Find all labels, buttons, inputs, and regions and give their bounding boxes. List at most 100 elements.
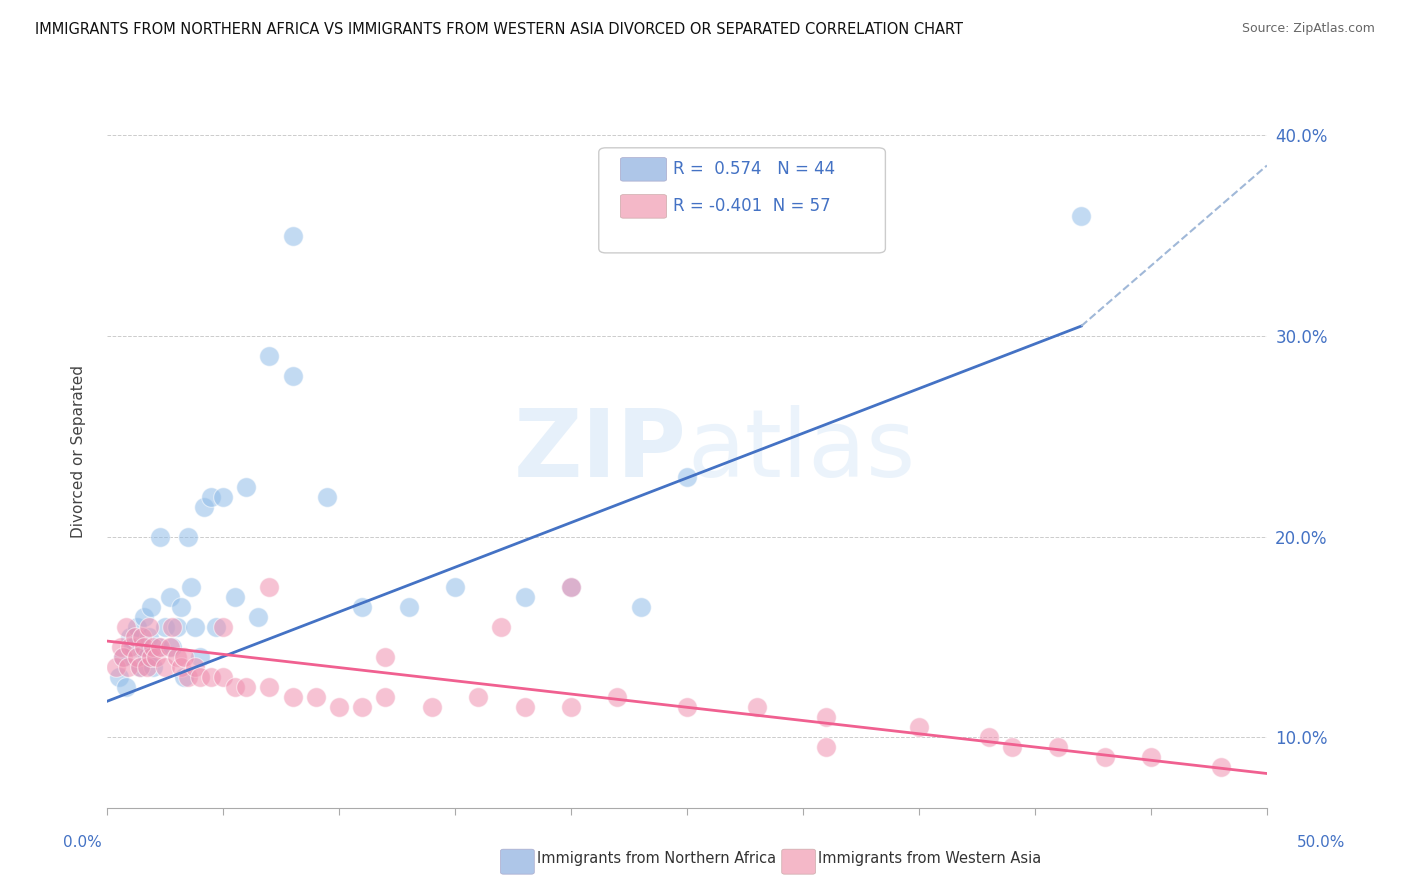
Point (212, 670, 235, 684)
Point (170, 660, 193, 674)
Point (114, 680, 136, 694)
Point (513, 590, 536, 604)
Point (134, 640, 156, 654)
Point (112, 650, 135, 665)
Point (170, 599, 193, 614)
Point (1047, 740, 1070, 755)
Point (135, 660, 157, 674)
Point (188, 650, 211, 665)
Point (398, 599, 420, 614)
Point (127, 620, 149, 634)
Point (560, 700, 582, 714)
Point (112, 650, 135, 665)
Point (141, 599, 163, 614)
Point (117, 660, 139, 674)
Point (153, 660, 176, 674)
Point (110, 640, 132, 654)
Point (184, 660, 207, 674)
Point (212, 490, 235, 504)
Point (160, 640, 183, 654)
Text: ZIP: ZIP (515, 406, 688, 498)
Point (105, 660, 128, 674)
Point (200, 670, 222, 684)
Point (467, 690, 489, 705)
Point (630, 599, 652, 614)
Point (259, 580, 281, 594)
Point (160, 620, 183, 634)
Text: Immigrants from Western Asia: Immigrants from Western Asia (818, 851, 1042, 865)
Point (193, 500, 215, 514)
Point (259, 349, 281, 363)
Point (149, 530, 172, 544)
Point (205, 620, 228, 634)
Point (224, 590, 246, 604)
Point (281, 228, 304, 243)
Point (1094, 750, 1116, 764)
Point (235, 680, 257, 694)
Y-axis label: Divorced or Separated: Divorced or Separated (72, 365, 86, 538)
Point (1209, 760, 1232, 774)
Point (120, 640, 142, 654)
Point (142, 640, 165, 654)
Text: Immigrants from Northern Africa: Immigrants from Northern Africa (537, 851, 776, 865)
Point (120, 630, 142, 644)
Point (908, 720, 931, 734)
Point (374, 650, 396, 665)
Point (177, 530, 200, 544)
Point (131, 640, 153, 654)
Text: R = -0.401  N = 57: R = -0.401 N = 57 (673, 197, 831, 215)
Point (676, 700, 699, 714)
Point (138, 630, 160, 644)
Point (142, 660, 165, 674)
Point (420, 700, 443, 714)
Point (281, 690, 304, 705)
Point (121, 640, 143, 654)
Point (128, 660, 150, 674)
Point (745, 700, 768, 714)
Point (352, 700, 374, 714)
Point (977, 731, 1000, 745)
Text: IMMIGRANTS FROM NORTHERN AFRICA VS IMMIGRANTS FROM WESTERN ASIA DIVORCED OR SEPA: IMMIGRANTS FROM NORTHERN AFRICA VS IMMIG… (35, 22, 963, 37)
Point (114, 620, 136, 634)
Point (200, 490, 222, 504)
Point (145, 650, 167, 665)
Point (606, 690, 628, 705)
Text: atlas: atlas (688, 406, 915, 498)
Point (135, 650, 157, 665)
Point (676, 469, 699, 483)
Point (159, 590, 181, 604)
Point (235, 479, 257, 493)
Point (128, 660, 150, 674)
Point (159, 640, 181, 654)
Point (149, 640, 172, 654)
Point (374, 690, 396, 705)
Point (1140, 750, 1163, 764)
Point (127, 650, 149, 665)
Point (177, 670, 200, 684)
Point (352, 599, 374, 614)
Text: R =  0.574   N = 44: R = 0.574 N = 44 (673, 161, 835, 178)
Point (188, 670, 211, 684)
Point (141, 650, 163, 665)
Point (815, 710, 838, 724)
Point (444, 580, 467, 594)
Point (305, 690, 328, 705)
Point (138, 620, 160, 634)
Point (281, 369, 304, 384)
Point (146, 640, 169, 654)
Point (166, 650, 188, 665)
Point (173, 670, 195, 684)
Point (1070, 209, 1092, 223)
Point (212, 620, 235, 634)
Point (166, 620, 188, 634)
Point (815, 740, 838, 755)
Point (259, 680, 281, 694)
Point (131, 630, 153, 644)
Point (107, 670, 129, 684)
Point (1001, 740, 1024, 755)
Point (560, 580, 582, 594)
Point (224, 680, 246, 694)
Text: 50.0%: 50.0% (1298, 836, 1346, 850)
Point (246, 610, 269, 624)
Point (180, 580, 202, 594)
